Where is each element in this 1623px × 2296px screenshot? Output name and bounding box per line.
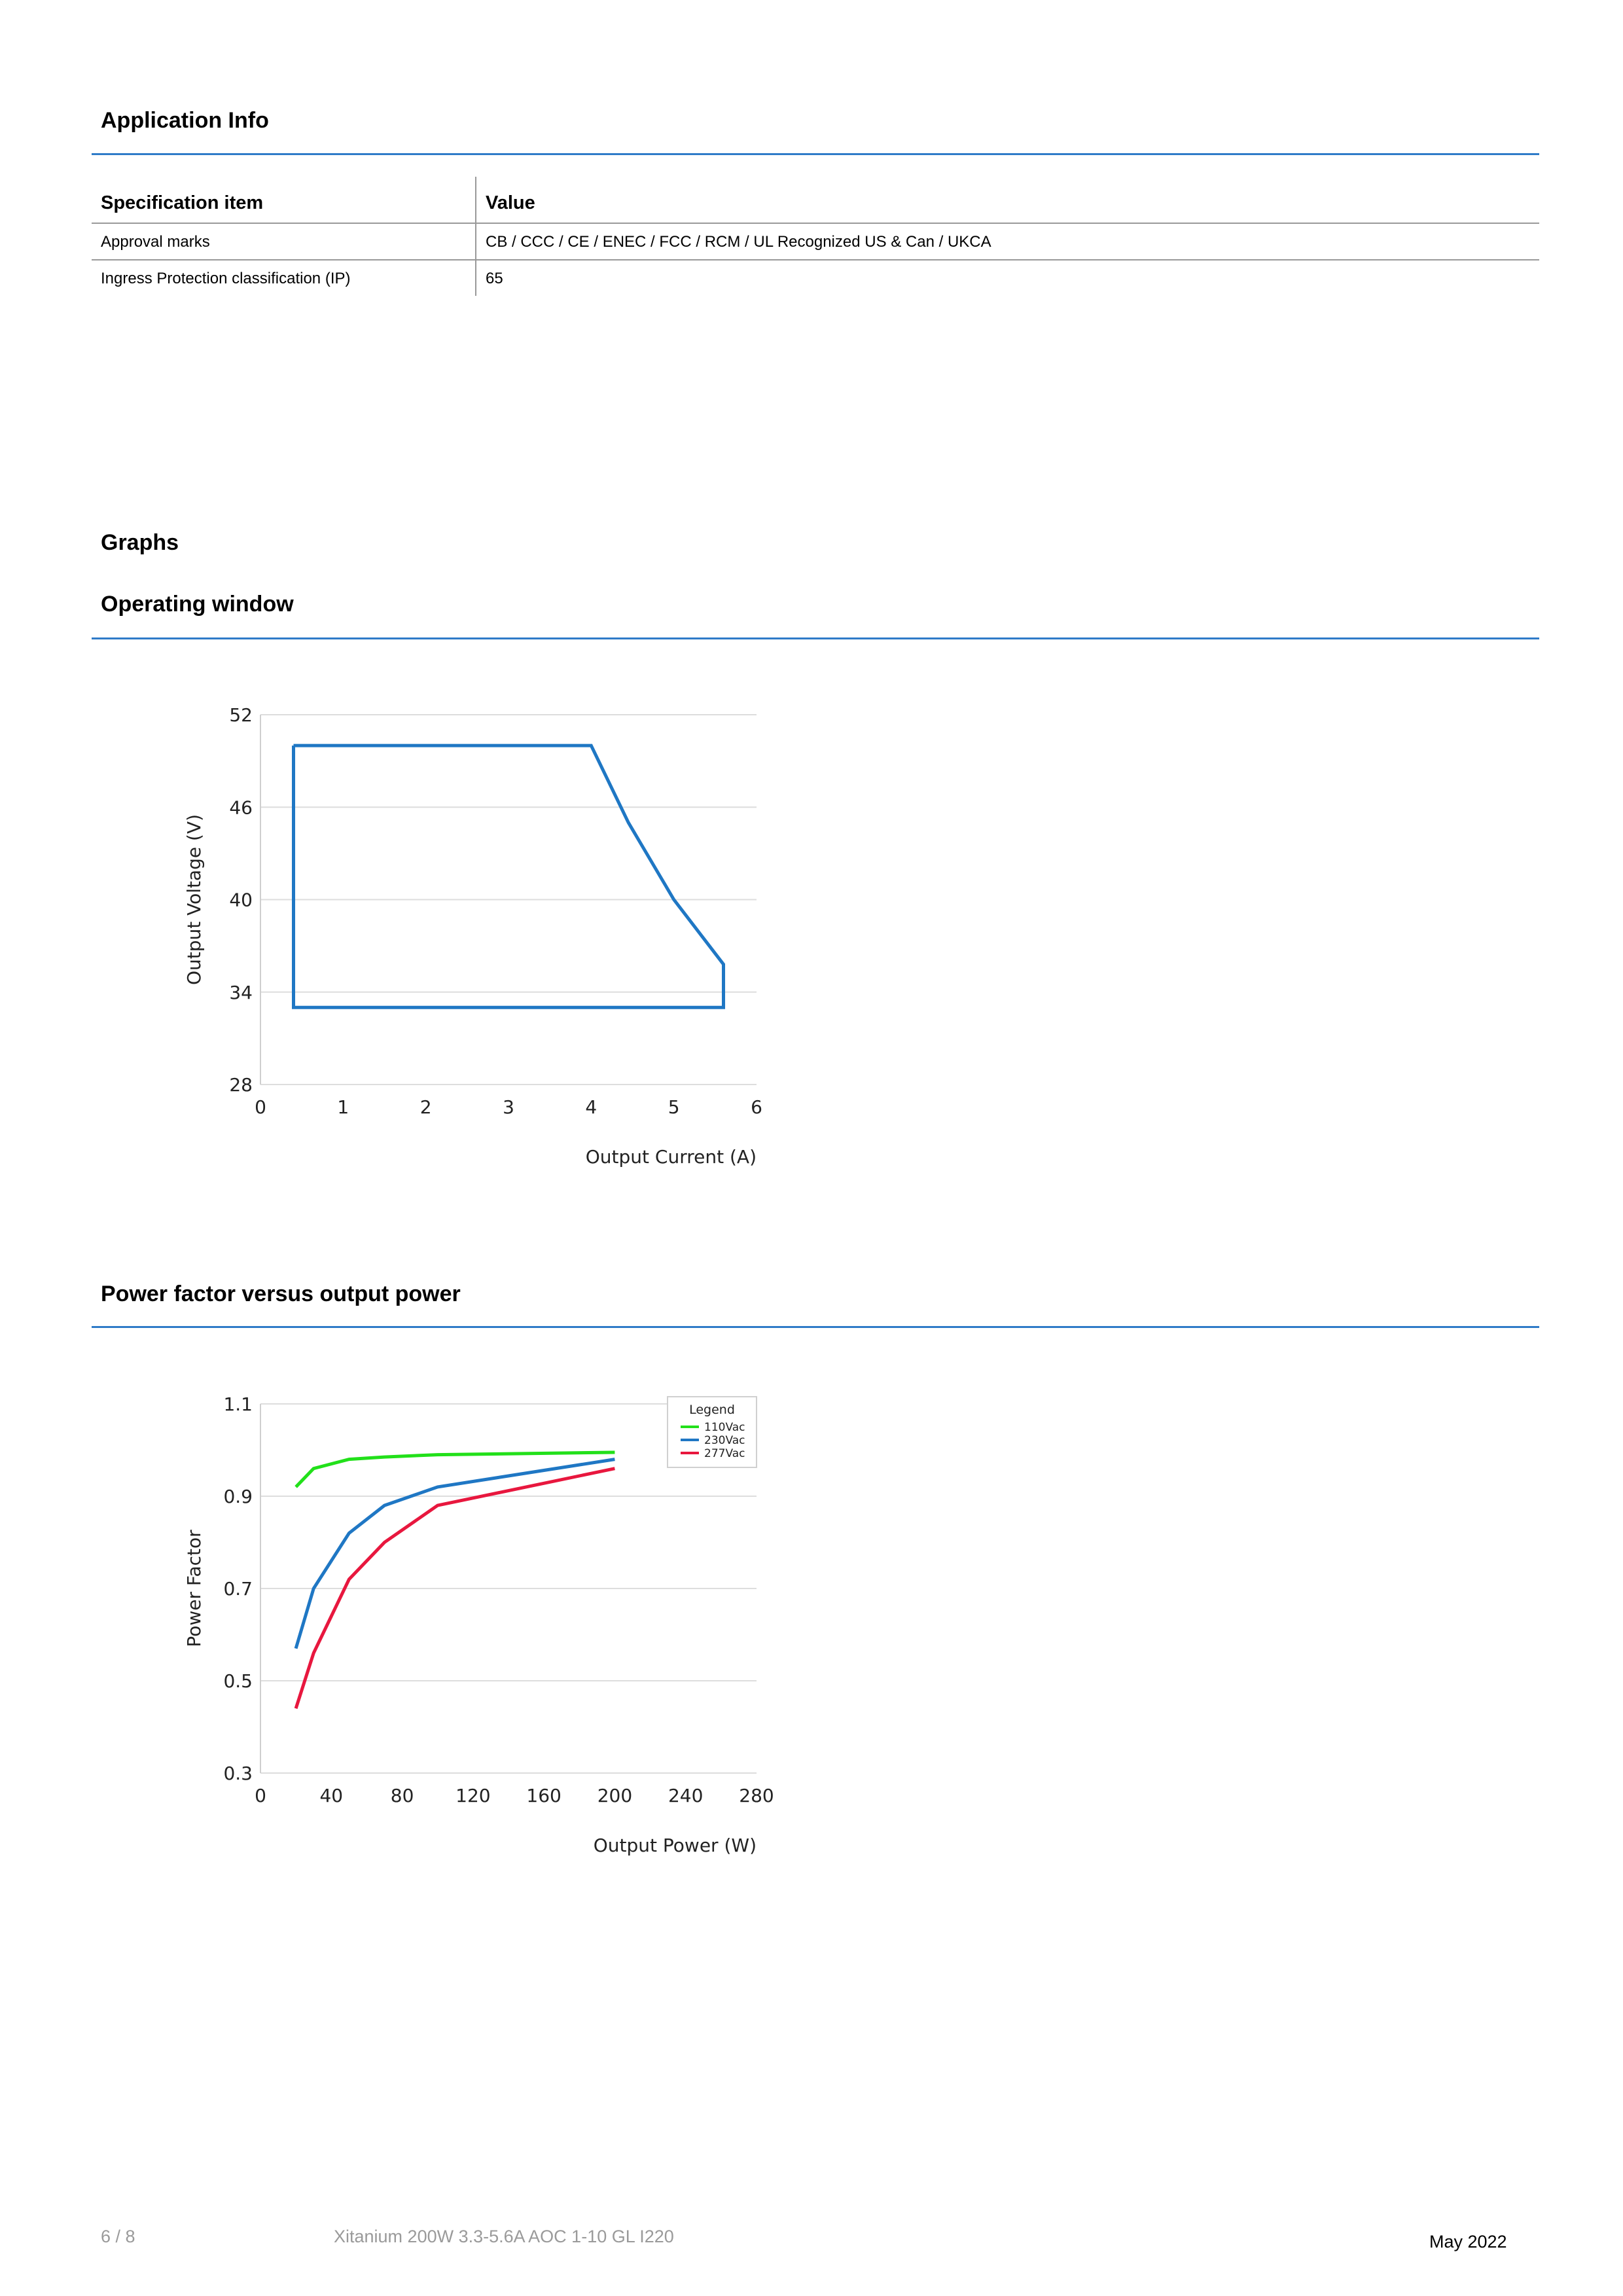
x-tick-label: 3 <box>503 1096 514 1118</box>
section-divider <box>92 637 1539 639</box>
y-tick-label: 34 <box>229 982 253 1003</box>
x-tick-label: 5 <box>668 1096 680 1118</box>
x-tick-label: 4 <box>585 1096 597 1118</box>
series-line-277vac <box>294 1467 615 1710</box>
y-tick-label: 0.3 <box>223 1763 253 1784</box>
legend-label: 230Vac <box>704 1434 745 1447</box>
power-factor-chart: 0.3 0.5 0.7 0.9 1.1 0 40 80 120 160 200 240 280 Outpu… <box>183 1393 774 1856</box>
product-name: Xitanium 200W 3.3-5.6A AOC 1-10 GL I220 <box>334 2227 674 2246</box>
series-line <box>292 744 725 1009</box>
x-axis-title: Output Current (A) <box>586 1146 757 1168</box>
y-tick-label: 46 <box>229 797 253 818</box>
x-tick-label: 280 <box>739 1785 774 1806</box>
table-row: Ingress Protection classification (IP) 6… <box>92 260 1539 296</box>
x-tick-label: 120 <box>455 1785 490 1806</box>
y-axis-title: Power Factor <box>183 1530 205 1647</box>
x-tick-label: 1 <box>337 1096 349 1118</box>
legend-label: 110Vac <box>704 1421 745 1434</box>
spec-value-cell: 65 <box>486 270 503 287</box>
section-title-power-factor: Power factor versus output power <box>101 1282 461 1306</box>
x-tick-label: 2 <box>420 1096 432 1118</box>
legend-box <box>667 1396 757 1468</box>
table-row: Approval marks CB / CCC / CE / ENEC / FC… <box>92 223 1539 260</box>
publication-date: May 2022 <box>1429 2232 1507 2251</box>
y-tick-label: 0.5 <box>223 1670 253 1692</box>
x-tick-label: 200 <box>597 1785 632 1806</box>
y-tick-label: 52 <box>229 704 253 726</box>
table-header-row: Specification item Value <box>92 177 1539 224</box>
column-header-specification-item: Specification item <box>92 177 476 224</box>
section-divider <box>92 153 1539 155</box>
x-axis-title: Output Power (W) <box>594 1835 757 1856</box>
x-tick-label: 0 <box>255 1785 266 1806</box>
series-line-110vac <box>294 1450 615 1488</box>
page-number: 6 / 8 <box>101 2227 135 2246</box>
x-tick-label: 160 <box>526 1785 561 1806</box>
y-tick-label: 1.1 <box>223 1393 253 1415</box>
y-axis-title: Output Voltage (V) <box>183 814 205 985</box>
column-header-value: Value <box>476 177 1539 224</box>
series-line-230vac <box>294 1458 615 1649</box>
x-tick-label: 0 <box>255 1096 266 1118</box>
y-tick-label: 0.7 <box>223 1578 253 1600</box>
spec-item-cell: Approval marks <box>92 223 476 260</box>
specification-table: Specification item Value Approval marks … <box>92 177 1539 296</box>
legend-title: Legend <box>689 1403 735 1417</box>
section-divider <box>92 1326 1539 1328</box>
x-tick-label: 40 <box>319 1785 343 1806</box>
y-tick-label: 0.9 <box>223 1486 253 1507</box>
y-tick-label: 40 <box>229 889 253 911</box>
legend-label: 277Vac <box>704 1447 745 1460</box>
x-tick-label: 6 <box>751 1096 762 1118</box>
x-tick-label: 240 <box>668 1785 703 1806</box>
section-title-application-info: Application Info <box>101 108 269 133</box>
spec-value-cell: CB / CCC / CE / ENEC / FCC / RCM / UL Re… <box>476 223 1539 260</box>
spec-item-cell: Ingress Protection classification (IP) <box>92 260 476 296</box>
section-title-graphs: Graphs <box>101 530 179 555</box>
section-title-operating-window: Operating window <box>101 592 294 617</box>
y-tick-label: 28 <box>229 1074 253 1096</box>
x-tick-label: 80 <box>391 1785 414 1806</box>
